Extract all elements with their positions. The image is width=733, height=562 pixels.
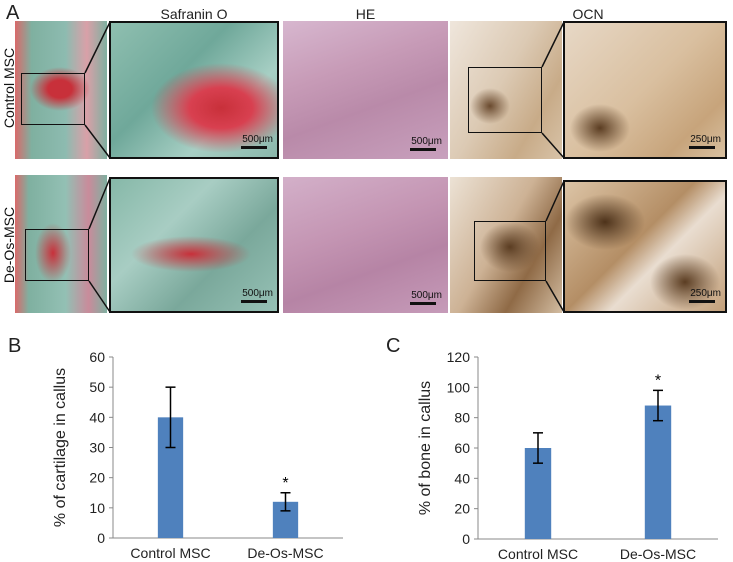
scale-bar: [689, 146, 715, 149]
chart-panel-c: C 0 20 40 60 80 100 120 % of bone in callus Contr…: [386, 335, 718, 562]
scale-label: 500μm: [411, 136, 442, 147]
x-tick-label: Control MSC: [498, 546, 578, 562]
panel-a-letter: A: [6, 2, 20, 24]
scale-label: 250μm: [690, 134, 721, 145]
y-tick-label: 30: [89, 440, 105, 456]
y-axis-label: % of cartilage in callus: [52, 368, 69, 527]
x-tick-label: De-Os-MSC: [247, 545, 323, 561]
bar: [644, 405, 672, 539]
scale-bar: [410, 302, 436, 305]
y-tick-label: 80: [454, 410, 470, 426]
y-tick-label: 60: [89, 349, 105, 365]
safranin-zoom-control: 500μm: [109, 21, 279, 159]
scale-label: 500μm: [242, 288, 273, 299]
y-tick-label: 20: [454, 501, 470, 517]
safranin-overview-control: [15, 21, 107, 159]
y-tick-label: 50: [89, 379, 105, 395]
y-tick-label: 40: [89, 409, 105, 425]
zoom-inset-box: [474, 221, 546, 281]
y-tick-label: 60: [454, 440, 470, 456]
ocn-zoom-deos: 250μm: [563, 180, 727, 313]
panel-letter: B: [8, 335, 21, 357]
y-tick-label: 10: [89, 500, 105, 516]
zoom-inset-box: [468, 67, 542, 133]
x-tick-label: Control MSC: [130, 545, 210, 561]
scale-bar: [689, 300, 715, 303]
inset-connectors: [84, 21, 565, 313]
y-axis-label: % of bone in callus: [417, 381, 434, 515]
ocn-overview-deos: [450, 177, 562, 313]
scale-bar: [410, 148, 436, 151]
y-tick-label: 120: [447, 349, 471, 365]
safranin-zoom-deos: 500μm: [109, 177, 279, 313]
scale-label: 500μm: [242, 134, 273, 145]
scale-bar: [241, 146, 267, 149]
column-header-safranin: Safranin O: [160, 6, 228, 22]
significance-marker: *: [282, 475, 288, 492]
column-header-ocn: OCN: [572, 6, 604, 22]
ocn-zoom-control: 250μm: [563, 21, 727, 159]
scale-bar: [241, 300, 267, 303]
y-tick-label: 20: [89, 470, 105, 486]
y-tick-label: 0: [97, 530, 105, 546]
x-tick-label: De-Os-MSC: [620, 546, 696, 562]
safranin-overview-deos: [15, 175, 107, 313]
panel-letter: C: [386, 335, 400, 357]
scale-label: 500μm: [411, 290, 442, 301]
significance-marker: *: [655, 372, 661, 389]
ocn-overview-control: [450, 21, 562, 159]
he-image-deos: 500μm: [283, 177, 448, 313]
scale-label: 250μm: [690, 288, 721, 299]
column-header-he: HE: [355, 6, 376, 22]
chart-panel-b: B 0 10 20 30 40 50 60 % of cartilage in callus Co…: [8, 335, 343, 561]
he-image-control: 500μm: [283, 21, 448, 159]
y-tick-label: 0: [462, 531, 470, 547]
y-tick-label: 40: [454, 470, 470, 486]
zoom-inset-box: [25, 229, 89, 281]
zoom-inset-box: [21, 73, 85, 125]
y-tick-label: 100: [447, 379, 471, 395]
